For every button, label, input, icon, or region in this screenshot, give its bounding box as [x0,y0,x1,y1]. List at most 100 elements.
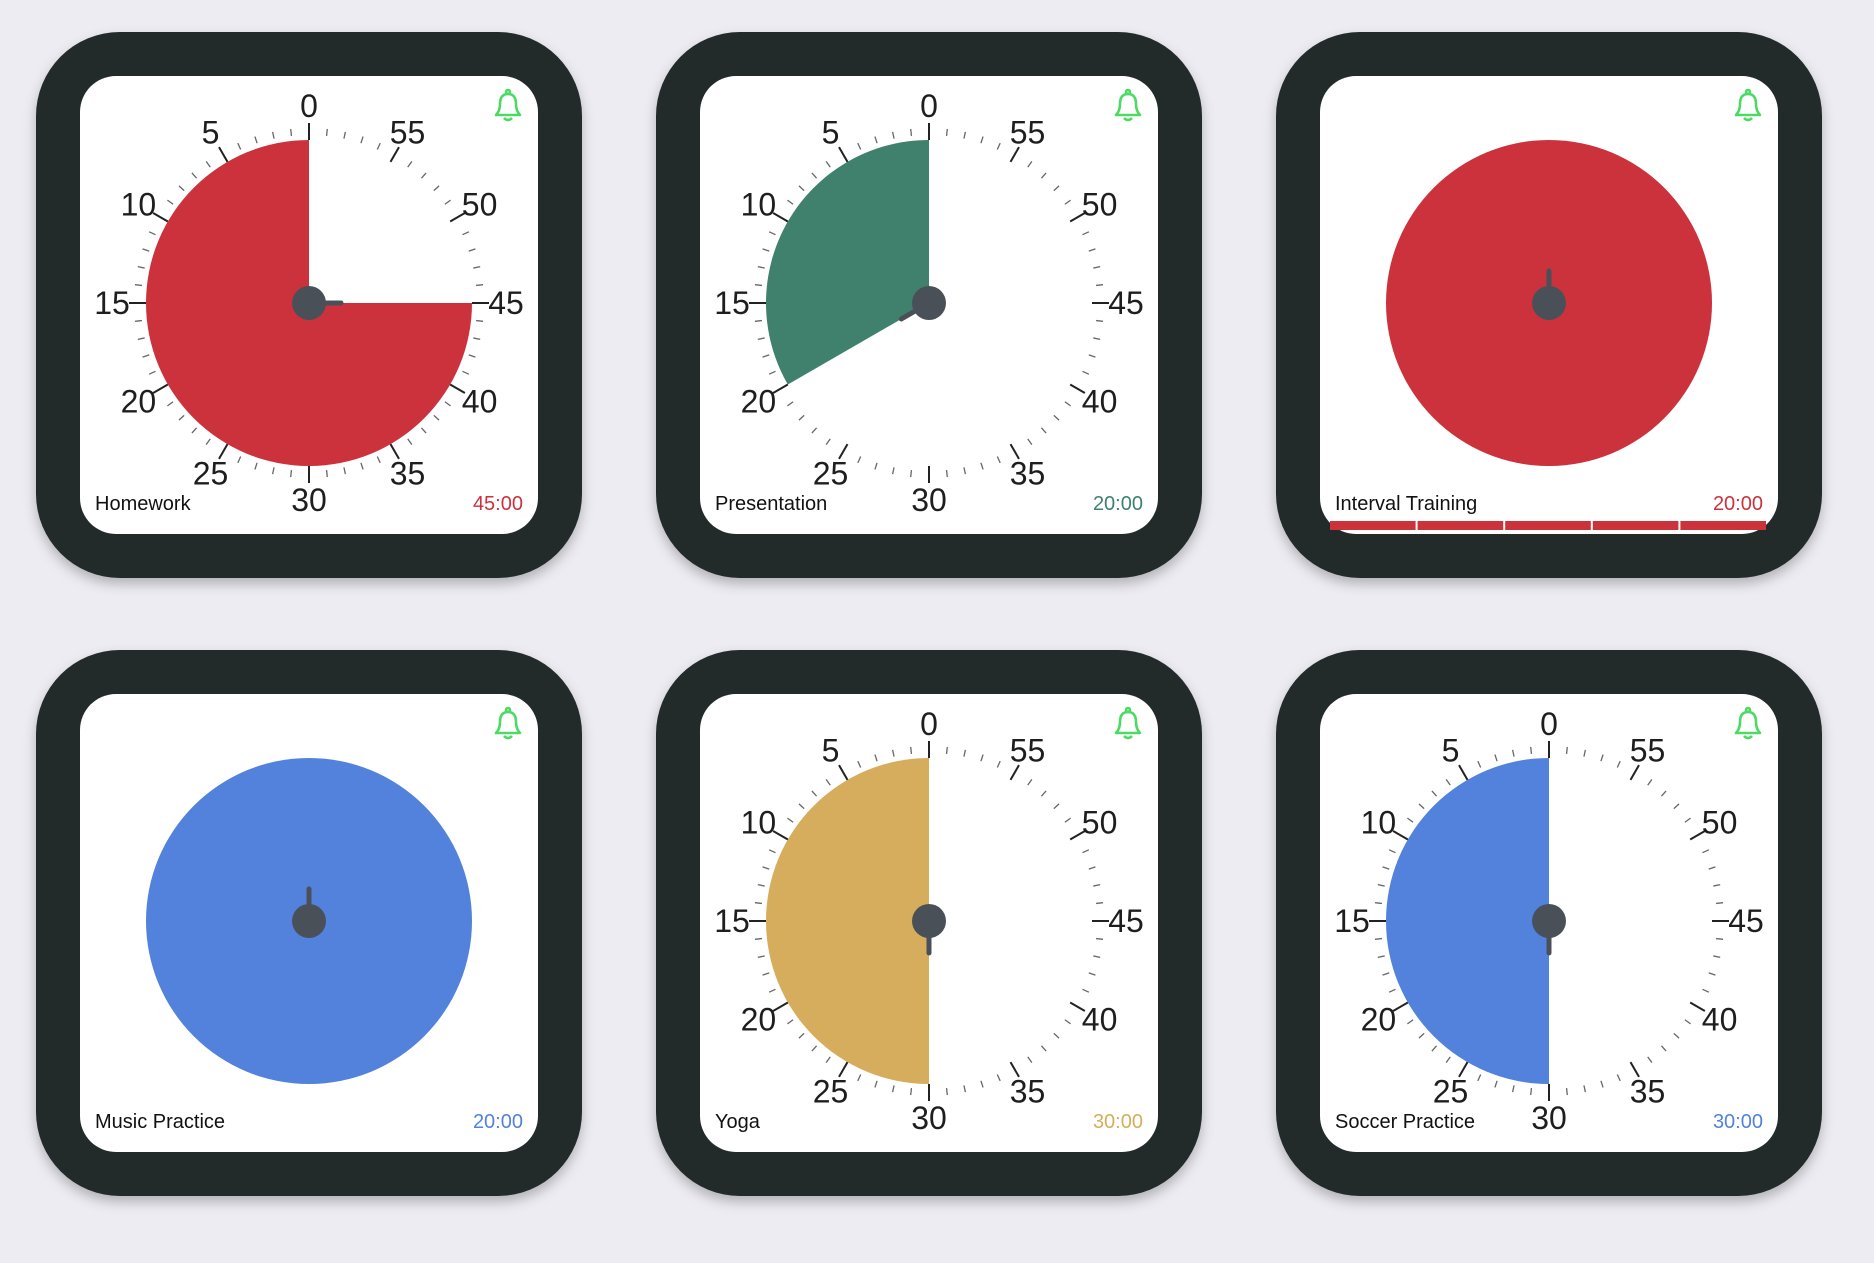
interval-segment [1592,521,1679,530]
minor-tick [1040,172,1047,179]
timer-name[interactable]: Yoga [715,1111,761,1133]
minor-tick [1716,937,1724,940]
dial-label: 55 [390,114,426,150]
timer-name[interactable]: Homework [95,493,192,515]
minor-tick [1530,746,1533,754]
minor-tick [1088,354,1096,358]
minor-tick [996,456,1001,464]
dial-label: 40 [462,384,498,420]
hub [292,904,326,938]
minor-tick [1418,803,1425,810]
timer-name[interactable]: Presentation [715,493,827,515]
timer-card[interactable]: Interval Training 20:00 [1276,32,1822,578]
minor-tick [343,131,347,139]
dial-label: 40 [1082,1002,1118,1038]
minor-tick [768,988,776,993]
minor-tick [787,817,794,823]
minor-tick [1040,427,1047,434]
bell-clapper [1743,117,1753,122]
minor-tick [945,470,948,478]
minor-tick [1027,161,1033,168]
dial-label: 0 [920,88,938,124]
interval-segment [1505,521,1591,530]
dial-label: 30 [1531,1100,1567,1136]
minor-tick [137,337,145,341]
minor-tick [1053,1032,1060,1039]
minor-tick [343,467,347,475]
minor-tick [1511,1085,1515,1093]
minor-tick [376,142,381,150]
minor-tick [1053,185,1060,192]
minor-tick [1477,760,1482,768]
dial-label: 10 [121,187,157,223]
major-tick [449,383,466,394]
dial-label: 5 [1442,732,1460,768]
minor-tick [178,185,185,192]
timer-card[interactable]: Music Practice 20:00 [36,650,582,1196]
minor-tick [910,470,913,478]
minor-tick [444,199,451,205]
minor-tick [325,128,328,136]
bell-clapper [503,117,513,122]
dial-label: 5 [202,114,220,150]
major-tick [152,383,169,394]
dial-label: 20 [1361,1002,1397,1038]
minor-tick [1647,779,1653,786]
minor-tick [762,866,770,870]
minor-tick [762,354,770,358]
minor-tick [167,401,174,407]
major-tick [1689,1001,1706,1012]
minor-tick [468,248,476,252]
dial-label: 0 [1540,706,1558,742]
minor-tick [167,199,174,205]
alarm-bell[interactable] [1114,706,1142,740]
minor-tick [963,749,967,757]
major-tick [1069,383,1086,394]
alarm-bell[interactable] [494,706,522,740]
minor-tick [762,248,770,252]
minor-tick [1431,1045,1438,1052]
minor-tick [462,370,470,375]
minor-tick [1088,866,1096,870]
alarm-bell[interactable] [1734,88,1762,122]
minor-tick [874,462,878,470]
timer-card[interactable]: 0 5 10 15 20 25 30 35 40 45 50 55 Yoga 30:00 [656,650,1202,1196]
minor-tick [433,414,440,421]
minor-tick [1064,199,1071,205]
minor-tick [1494,1080,1498,1088]
minor-tick [754,284,762,287]
major-tick [1009,443,1020,460]
minor-tick [1583,1085,1587,1093]
alarm-bell[interactable] [1114,88,1142,122]
major-tick [838,1061,849,1078]
alarm-bell[interactable] [494,88,522,122]
timer-card[interactable]: 0 5 10 15 20 25 30 35 40 45 50 55 Soccer Practice 30:… [1276,650,1822,1196]
minor-tick [857,456,862,464]
interval-segment [1417,521,1504,530]
minor-tick [910,1088,913,1096]
dial-label: 20 [741,384,777,420]
minor-tick [874,754,878,762]
timer-name[interactable]: Soccer Practice [1335,1111,1475,1133]
timer-card[interactable]: 0 5 10 15 20 25 30 35 40 45 50 55 Presentation 20:00 [656,32,1202,578]
minor-tick [271,467,275,475]
alarm-bell[interactable] [1734,706,1762,740]
minor-tick [1673,803,1680,810]
minor-tick [1377,955,1385,959]
minor-tick [891,1085,895,1093]
minor-tick [891,467,895,475]
minor-tick [768,370,776,375]
minor-tick [787,401,794,407]
minor-tick [1445,779,1451,786]
timer-name[interactable]: Interval Training [1335,493,1477,515]
minor-tick [191,172,198,179]
minor-tick [754,937,762,940]
minor-tick [1382,866,1390,870]
timer-card[interactable]: 0 5 10 15 20 25 30 35 40 45 50 55 Homework 45:00 [36,32,582,578]
major-tick [838,764,849,781]
dial-label: 5 [822,732,840,768]
minor-tick [787,199,794,205]
timer-name[interactable]: Music Practice [95,1111,225,1133]
interval-segment [1680,521,1766,530]
minor-tick [137,265,145,269]
